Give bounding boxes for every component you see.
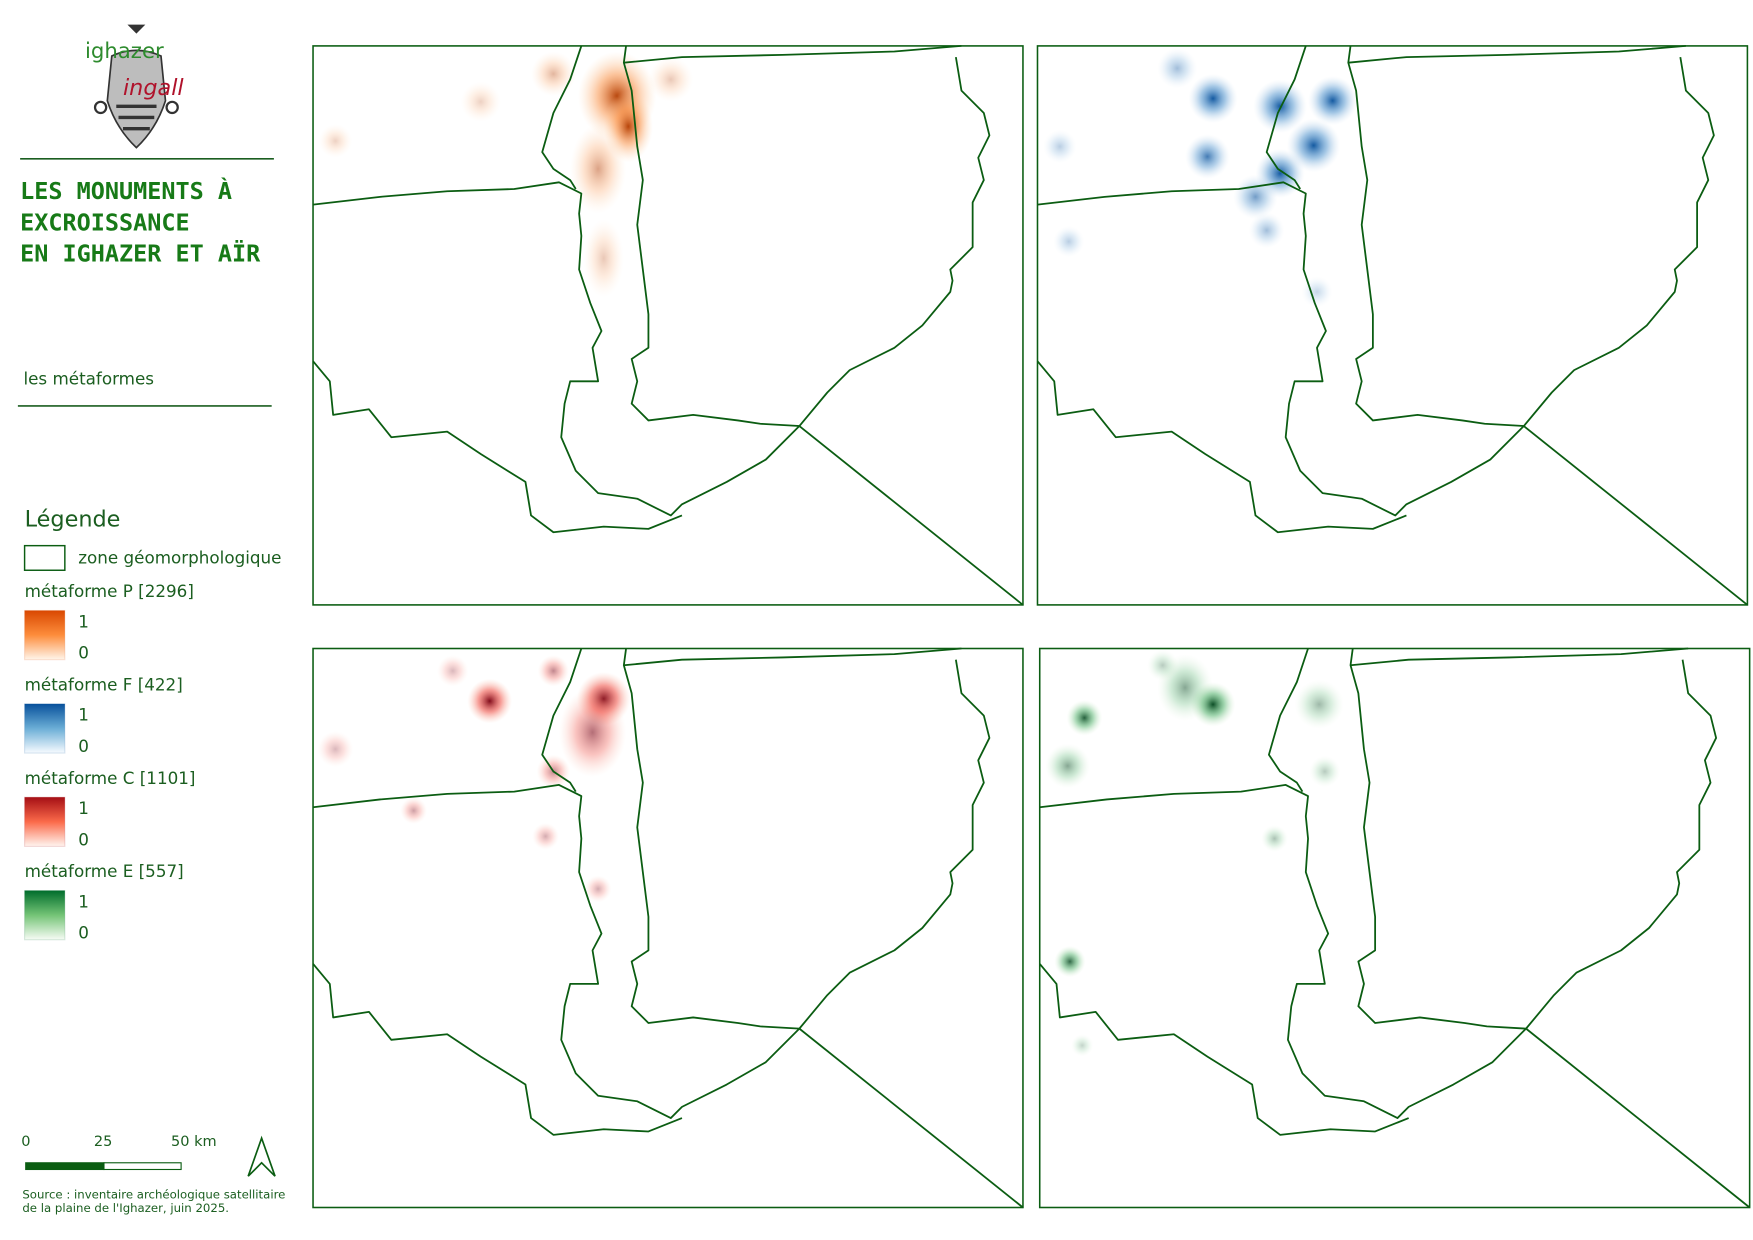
legend-max: 1 — [78, 798, 89, 818]
legend-ramp — [24, 796, 66, 847]
heatmap — [318, 51, 694, 298]
legend-swatch — [23, 544, 66, 571]
logo: ighazer ingall — [85, 24, 184, 149]
legend-items: métaforme P [2296] 1 0 métaforme F [422] 1 0 m… — [24, 581, 196, 943]
legend-label: métaforme E [557] — [25, 861, 184, 881]
legend-ramp — [24, 889, 66, 941]
scale-bar — [25, 1162, 105, 1171]
legend-max: 1 — [78, 891, 89, 911]
legend-title: Légende — [25, 507, 121, 533]
scale-label: 0 — [21, 1134, 30, 1150]
legend-min: 0 — [78, 923, 89, 943]
logo-text: ighazer — [85, 39, 164, 64]
source: de la plaine de l'Ighazer, juin 2025. — [22, 1201, 229, 1215]
map-panel — [312, 45, 1024, 606]
legend-min: 0 — [78, 829, 89, 849]
heatmap — [1045, 649, 1344, 1057]
map-panel — [1038, 647, 1751, 1209]
map-panel — [1036, 45, 1749, 606]
logo-text: ingall — [123, 75, 184, 101]
scale-label: 50 km — [171, 1134, 217, 1150]
legend-label: métaforme F [422] — [25, 674, 183, 694]
source: Source : inventaire archéologique satell… — [22, 1188, 285, 1202]
legend-min: 0 — [78, 736, 89, 756]
legend-max: 1 — [78, 705, 89, 725]
title-line: LES MONUMENTS À — [20, 177, 232, 205]
scale-label: 25 — [94, 1134, 112, 1150]
legend-min: 0 — [78, 643, 89, 663]
north-arrow — [247, 1135, 276, 1177]
legend-max: 1 — [78, 611, 89, 631]
legend-label: métaforme P [2296] — [25, 581, 194, 601]
title-line: EN IGHAZER ET AÏR — [20, 240, 261, 268]
legend-ramp — [24, 609, 66, 661]
heatmap — [317, 655, 631, 903]
legend-label: zone géomorphologique — [78, 548, 281, 568]
scale-bar — [103, 1162, 182, 1171]
subtitle: les métaformes — [23, 369, 154, 389]
legend-label: métaforme C [1101] — [25, 768, 196, 788]
title-line: EXCROISSANCE — [20, 208, 190, 236]
heatmap — [1043, 48, 1358, 308]
legend-ramp — [24, 703, 66, 754]
map-panel — [312, 647, 1024, 1209]
